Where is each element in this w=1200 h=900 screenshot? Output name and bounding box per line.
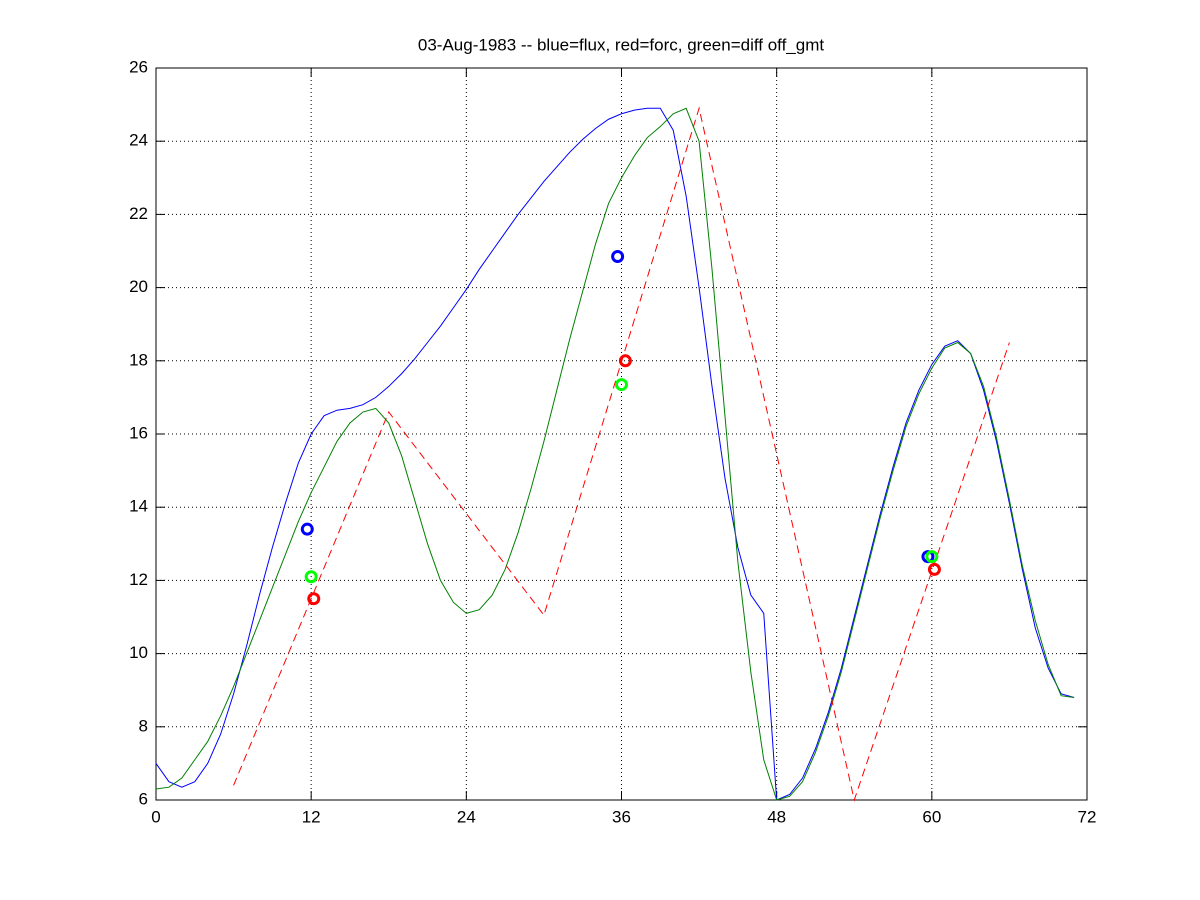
series-line [155,107,1075,801]
y-tick-label: 14 [129,497,148,516]
y-tick-label: 6 [139,789,148,808]
marker [925,550,939,564]
marker [615,378,628,392]
x-tick-label: 60 [922,807,941,826]
x-tick-label: 72 [1078,807,1097,826]
plot-frame [155,67,1088,801]
x-tick-label: 48 [767,807,786,826]
marker [304,570,318,584]
y-tick-label: 18 [129,350,148,369]
marker [300,522,314,536]
x-tick-label: 12 [302,807,321,826]
y-tick-label: 24 [129,131,148,150]
y-tick-label: 12 [129,570,148,589]
series-line [155,107,1075,801]
x-tick-label: 24 [457,807,476,826]
y-tick-label: 26 [129,57,148,76]
marker [611,249,625,263]
chart-title: 03-Aug-1983 -- blue=flux, red=forc, gree… [418,35,824,54]
y-tick-label: 22 [129,204,148,223]
x-tick-label: 0 [151,807,160,826]
y-tick-label: 16 [129,423,148,442]
x-tick-label: 36 [612,807,631,826]
marker [927,562,941,576]
y-tick-label: 8 [139,716,148,735]
y-tick-label: 20 [129,277,148,296]
y-tick-label: 10 [129,643,148,662]
marker [307,592,321,606]
marker [618,354,632,368]
